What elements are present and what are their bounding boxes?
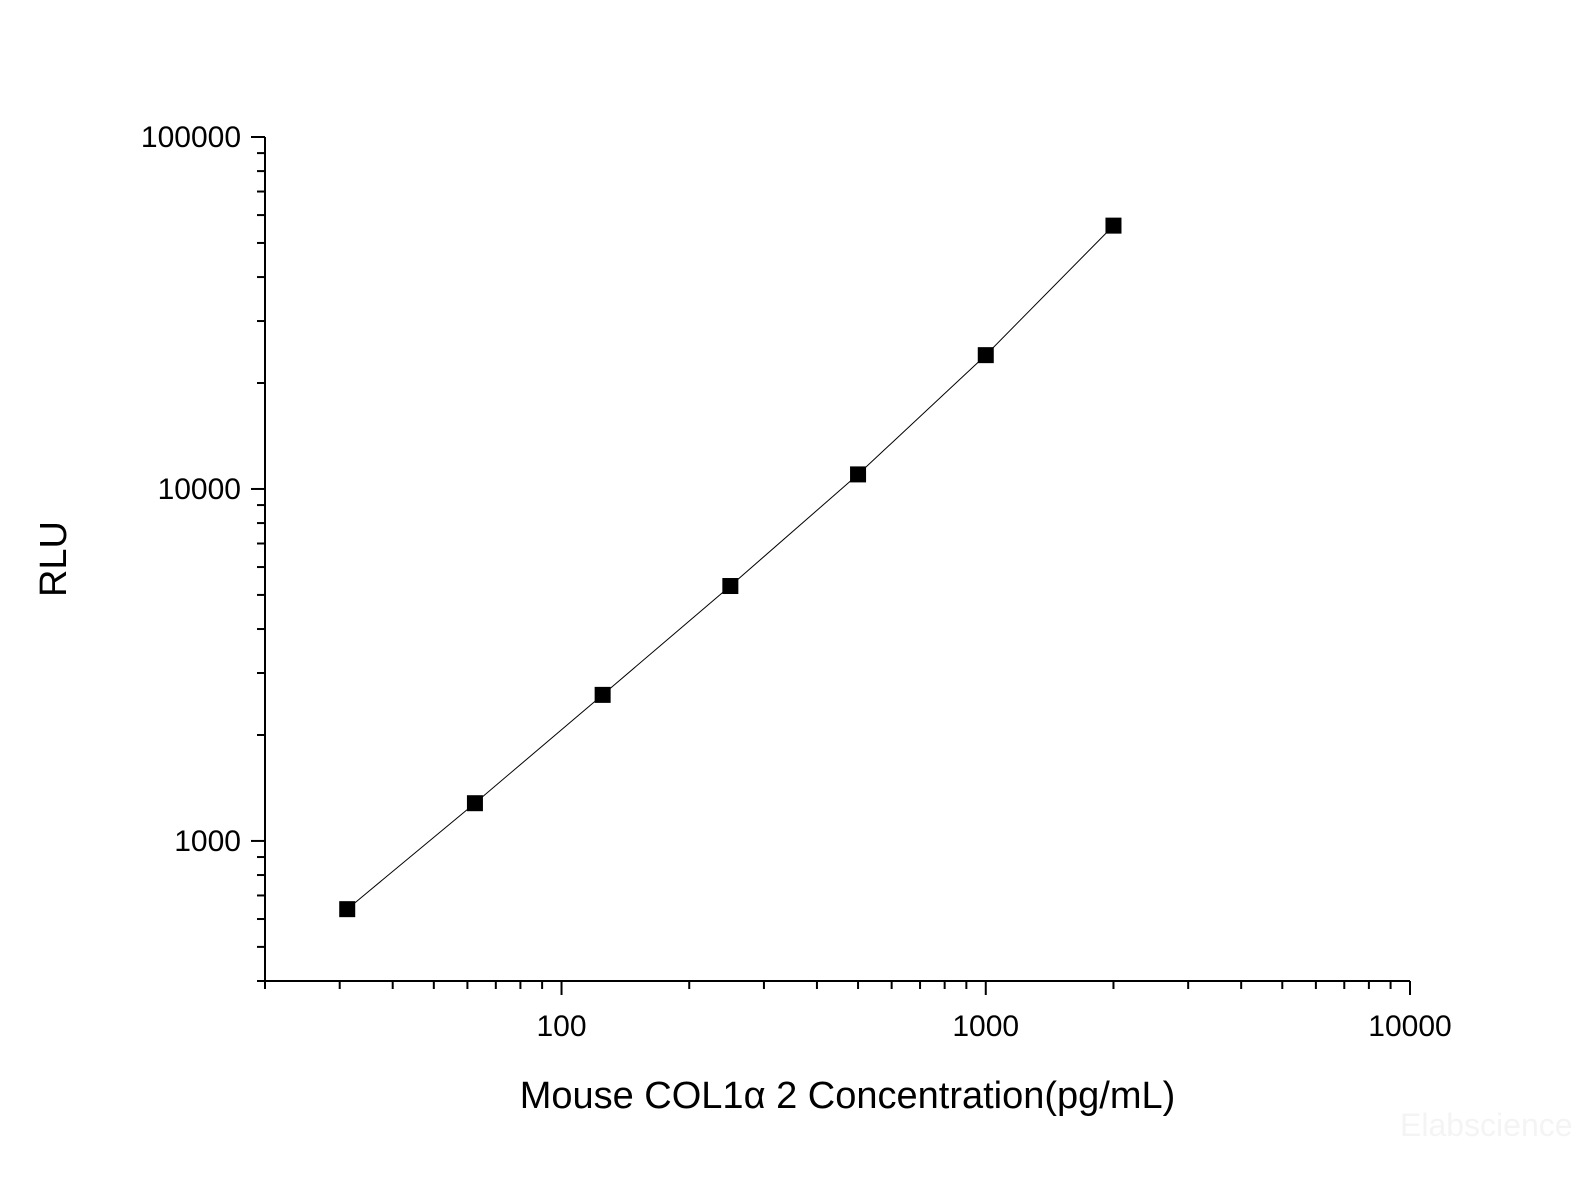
x-tick-labels: 100 1000 10000 (536, 1010, 1451, 1043)
x-tick-label: 1000 (952, 1010, 1019, 1043)
x-ticks (264, 981, 1411, 995)
y-tick-label: 100000 (141, 121, 241, 154)
y-tick-labels: 1000 10000 100000 (141, 121, 241, 858)
axes (264, 137, 1410, 982)
data-point (850, 466, 867, 483)
data-point (722, 578, 739, 595)
data-point (466, 795, 483, 812)
data-point (339, 901, 356, 918)
watermark: Elabscience (1400, 1107, 1573, 1143)
data-point (977, 347, 994, 364)
fit-line (346, 225, 1114, 910)
x-tick-label: 10000 (1368, 1010, 1451, 1043)
data-point (1105, 217, 1122, 234)
data-points (339, 217, 1122, 918)
y-axis-title: RLU (33, 521, 75, 597)
x-axis-title: Mouse COL1α 2 Concentration(pg/mL) (520, 1075, 1176, 1117)
y-ticks (251, 136, 265, 982)
data-point (594, 686, 611, 703)
y-tick-label: 10000 (158, 473, 241, 506)
y-tick-label: 1000 (174, 825, 241, 858)
x-tick-label: 100 (536, 1010, 586, 1043)
